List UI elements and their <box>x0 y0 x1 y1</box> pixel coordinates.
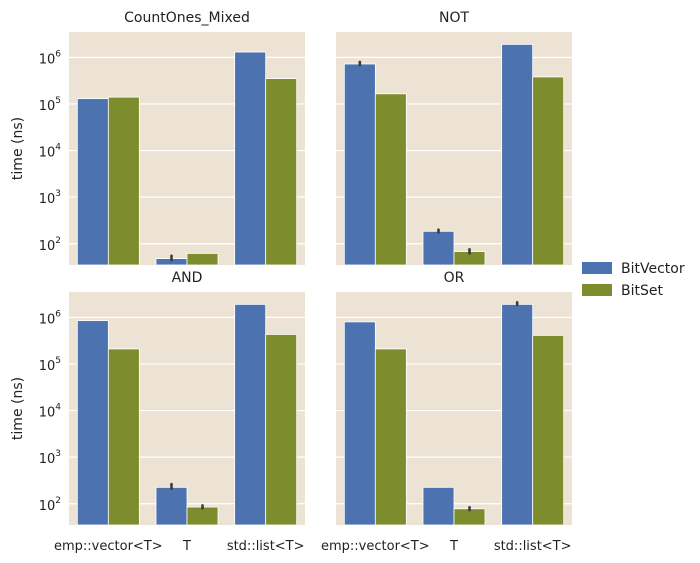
panel-title: CountOnes_Mixed <box>124 10 250 26</box>
bar-bitvector-1 <box>155 486 188 526</box>
x-tick-label: emp::vector<T> <box>54 539 163 554</box>
bar-bitvector-1 <box>422 486 455 526</box>
x-tick-label: T <box>449 539 458 554</box>
bar-bitvector-1 <box>422 230 455 266</box>
legend-swatch-bitset <box>582 284 612 296</box>
y-tick-label: 105 <box>39 356 61 374</box>
y-tick-label: 106 <box>39 309 62 327</box>
x-tick-label: std::list<T> <box>227 539 305 554</box>
y-tick-label: 104 <box>39 403 62 421</box>
bar-bitset-0 <box>374 93 407 266</box>
panel-1: CountOnes_Mixed 102 103 104 105 106 time (ns) <box>10 10 305 266</box>
bar-bitvector-2 <box>501 303 534 526</box>
y-tick-label: 104 <box>39 143 62 161</box>
panel-2: NOT <box>336 10 572 266</box>
bar-bitvector-0 <box>76 320 109 526</box>
bar-bitvector-2 <box>234 51 267 266</box>
y-tick-label: 105 <box>39 96 61 114</box>
y-tick-label: 106 <box>39 49 62 67</box>
bar-bitset-1 <box>186 253 219 266</box>
legend-swatch-bitvector <box>582 262 612 274</box>
legend-label-bitvector: BitVector <box>621 261 685 277</box>
bar-bitset-2 <box>265 334 298 526</box>
bar-bitset-0 <box>107 96 140 266</box>
bar-bitvector-0 <box>343 63 376 266</box>
legend-label-bitset: BitSet <box>621 283 663 299</box>
y-axis-label: time (ns) <box>10 117 26 180</box>
panel-title: AND <box>172 270 203 286</box>
x-tick-label: T <box>182 539 191 554</box>
bar-bitset-0 <box>374 348 407 526</box>
y-tick-label: 103 <box>39 449 61 467</box>
y-axis-label: time (ns) <box>10 377 26 440</box>
x-tick-label: emp::vector<T> <box>321 539 430 554</box>
panel-title: NOT <box>439 10 469 26</box>
bar-bitset-0 <box>107 348 140 526</box>
bar-bitvector-2 <box>234 303 267 526</box>
y-tick-label: 103 <box>39 189 61 207</box>
bar-bitvector-0 <box>76 98 109 266</box>
bar-bitset-2 <box>532 76 565 266</box>
bar-bitvector-2 <box>501 43 534 266</box>
x-tick-label: std::list<T> <box>494 539 572 554</box>
legend: BitVector BitSet <box>582 261 685 299</box>
bar-bitset-1 <box>186 506 219 526</box>
panel-title: OR <box>444 270 465 286</box>
bar-bitset-2 <box>532 334 565 526</box>
bar-bitset-2 <box>265 78 298 266</box>
y-tick-label: 102 <box>39 236 61 254</box>
y-tick-label: 102 <box>39 496 61 514</box>
bar-bitvector-0 <box>343 321 376 526</box>
